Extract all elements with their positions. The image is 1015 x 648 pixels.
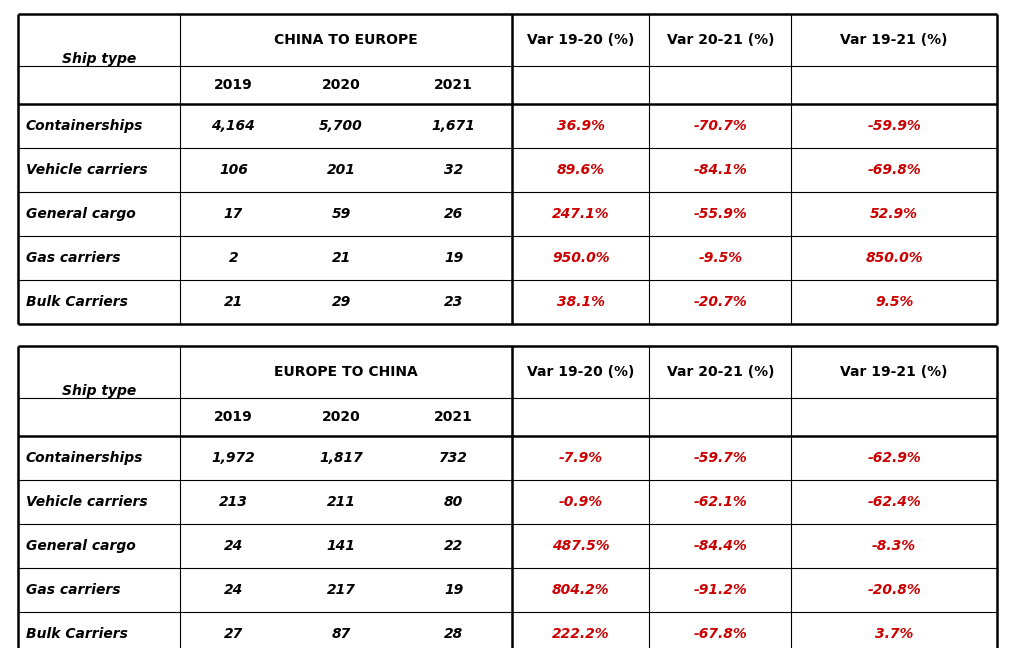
Text: Gas carriers: Gas carriers <box>26 251 121 265</box>
Text: -84.1%: -84.1% <box>693 163 747 177</box>
Text: 24: 24 <box>223 539 243 553</box>
Text: Var 20-21 (%): Var 20-21 (%) <box>667 33 774 47</box>
Text: 27: 27 <box>223 627 243 641</box>
Text: CHINA TO EUROPE: CHINA TO EUROPE <box>274 33 418 47</box>
Text: 222.2%: 222.2% <box>552 627 610 641</box>
Text: Ship type: Ship type <box>62 52 136 66</box>
Text: Var 19-21 (%): Var 19-21 (%) <box>840 365 948 379</box>
Text: 19: 19 <box>444 251 463 265</box>
Text: Bulk Carriers: Bulk Carriers <box>26 627 128 641</box>
Text: General cargo: General cargo <box>26 539 136 553</box>
Text: 26: 26 <box>444 207 463 221</box>
Text: 1,972: 1,972 <box>211 451 255 465</box>
Text: -20.7%: -20.7% <box>693 295 747 309</box>
Text: 3.7%: 3.7% <box>875 627 914 641</box>
Text: 23: 23 <box>444 295 463 309</box>
Text: Containerships: Containerships <box>26 451 143 465</box>
Text: 80: 80 <box>444 495 463 509</box>
Text: 1,671: 1,671 <box>431 119 476 133</box>
Text: 217: 217 <box>327 583 355 597</box>
Text: Var 19-20 (%): Var 19-20 (%) <box>527 33 634 47</box>
Text: 2021: 2021 <box>434 410 473 424</box>
Text: 4,164: 4,164 <box>211 119 255 133</box>
Text: 247.1%: 247.1% <box>552 207 610 221</box>
Text: 732: 732 <box>439 451 468 465</box>
Text: Bulk Carriers: Bulk Carriers <box>26 295 128 309</box>
Text: 21: 21 <box>332 251 351 265</box>
Text: Var 19-20 (%): Var 19-20 (%) <box>527 365 634 379</box>
Text: -8.3%: -8.3% <box>872 539 917 553</box>
Text: 89.6%: 89.6% <box>557 163 605 177</box>
Text: Vehicle carriers: Vehicle carriers <box>26 163 147 177</box>
Text: 2019: 2019 <box>214 78 253 92</box>
Text: -62.1%: -62.1% <box>693 495 747 509</box>
Text: -55.9%: -55.9% <box>693 207 747 221</box>
Text: Ship type: Ship type <box>62 384 136 398</box>
Text: 106: 106 <box>219 163 248 177</box>
Text: 24: 24 <box>223 583 243 597</box>
Text: 22: 22 <box>444 539 463 553</box>
Text: 59: 59 <box>332 207 351 221</box>
Text: 201: 201 <box>327 163 355 177</box>
Text: 213: 213 <box>219 495 248 509</box>
Text: Var 20-21 (%): Var 20-21 (%) <box>667 365 774 379</box>
Text: -20.8%: -20.8% <box>868 583 921 597</box>
Text: -70.7%: -70.7% <box>693 119 747 133</box>
Text: 2020: 2020 <box>322 78 360 92</box>
Text: 141: 141 <box>327 539 355 553</box>
Text: 850.0%: 850.0% <box>866 251 923 265</box>
Text: 2019: 2019 <box>214 410 253 424</box>
Text: -59.9%: -59.9% <box>868 119 921 133</box>
Text: 36.9%: 36.9% <box>557 119 605 133</box>
Text: Gas carriers: Gas carriers <box>26 583 121 597</box>
Text: 38.1%: 38.1% <box>557 295 605 309</box>
Text: Containerships: Containerships <box>26 119 143 133</box>
Text: 211: 211 <box>327 495 355 509</box>
Text: General cargo: General cargo <box>26 207 136 221</box>
Text: -59.7%: -59.7% <box>693 451 747 465</box>
Text: -91.2%: -91.2% <box>693 583 747 597</box>
Text: -67.8%: -67.8% <box>693 627 747 641</box>
Text: -69.8%: -69.8% <box>868 163 921 177</box>
Text: 487.5%: 487.5% <box>552 539 610 553</box>
Text: Var 19-21 (%): Var 19-21 (%) <box>840 33 948 47</box>
Text: EUROPE TO CHINA: EUROPE TO CHINA <box>274 365 418 379</box>
Text: 2021: 2021 <box>434 78 473 92</box>
Text: -62.4%: -62.4% <box>868 495 921 509</box>
Text: 28: 28 <box>444 627 463 641</box>
Text: 29: 29 <box>332 295 351 309</box>
Text: 950.0%: 950.0% <box>552 251 610 265</box>
Text: 2020: 2020 <box>322 410 360 424</box>
Text: 804.2%: 804.2% <box>552 583 610 597</box>
Text: 5,700: 5,700 <box>319 119 363 133</box>
Text: -62.9%: -62.9% <box>868 451 921 465</box>
Text: 21: 21 <box>223 295 243 309</box>
Text: 2: 2 <box>228 251 239 265</box>
Text: 9.5%: 9.5% <box>875 295 914 309</box>
Text: 87: 87 <box>332 627 351 641</box>
Text: 17: 17 <box>223 207 243 221</box>
Text: -7.9%: -7.9% <box>559 451 603 465</box>
Text: -84.4%: -84.4% <box>693 539 747 553</box>
Text: -0.9%: -0.9% <box>559 495 603 509</box>
Text: 1,817: 1,817 <box>319 451 363 465</box>
Text: -9.5%: -9.5% <box>698 251 743 265</box>
Text: 19: 19 <box>444 583 463 597</box>
Text: 32: 32 <box>444 163 463 177</box>
Text: Vehicle carriers: Vehicle carriers <box>26 495 147 509</box>
Text: 52.9%: 52.9% <box>870 207 919 221</box>
